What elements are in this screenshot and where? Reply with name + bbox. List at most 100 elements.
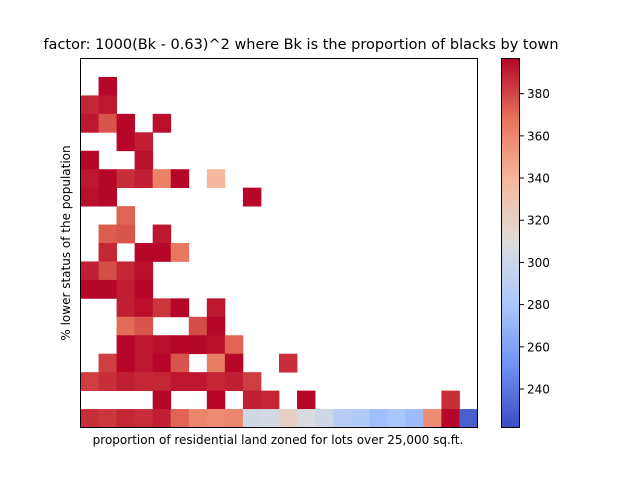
heatmap-cell [134,316,154,336]
heatmap-cell [134,298,154,318]
heatmap-cell [80,150,99,170]
heatmap-cell [170,409,190,428]
heatmap-cell [152,372,172,391]
heatmap-cell [134,409,154,428]
colorbar-tick-label: 240 [527,383,550,397]
heatmap-cell [80,187,99,207]
colorbar-gradient [501,58,520,427]
heatmap-cell [206,409,226,428]
heatmap-cell [152,113,172,133]
heatmap-cell [152,390,172,410]
heatmap-cell [98,261,117,281]
heatmap-cell [98,76,117,96]
heatmap-cell [134,372,154,391]
heatmap-cell [116,353,136,373]
heatmap-cell [80,95,99,115]
heatmap-cell [116,132,136,152]
heatmap-cell [188,316,208,336]
heatmap-cell [441,390,460,410]
heatmap-cell [206,169,226,189]
heatmap-cell [116,224,136,244]
plot-frame [80,58,478,428]
heatmap-cell [206,390,226,410]
heatmap-cell [206,298,226,318]
heatmap-cell [152,335,172,355]
heatmap-cell [98,113,117,133]
heatmap-cell [152,224,172,244]
heatmap-cell [152,243,172,262]
heatmap-cell [351,409,370,428]
heatmap-cell [224,353,244,373]
heatmap-cell [224,409,244,428]
heatmap-cell [98,353,117,373]
colorbar-tick-label: 320 [527,214,550,228]
heatmap-cell [116,206,136,225]
heatmap-cell [242,187,262,207]
heatmap-cell [152,169,172,189]
heatmap-cell [98,409,117,428]
colorbar-tick-label: 280 [527,298,550,312]
heatmap-cell [459,409,478,428]
y-axis-label: % lower status of the population [59,145,73,340]
heatmap-cell [116,372,136,391]
heatmap-cell [297,390,316,410]
heatmap-cell [98,224,117,244]
colorbar-ticks: 240 260 280 300 320 340 360 380 [520,87,550,397]
heatmap-cell [170,169,190,189]
heatmap-cell [134,150,154,170]
heatmap-cell [116,298,136,318]
heatmap-cell [260,409,280,428]
heatmap-cell [170,335,190,355]
heatmap-cell [170,298,190,318]
heatmap-cell [224,335,244,355]
heatmap-cell [170,372,190,391]
heatmap-cell [98,187,117,207]
heatmap-cell [152,409,172,428]
heatmap-cell [315,409,334,428]
heatmap-cell [242,409,262,428]
heatmap-cell [206,353,226,373]
heatmap-cell [116,409,136,428]
heatmap-cell [116,335,136,355]
chart-title: factor: 1000(Bk - 0.63)^2 where Bk is th… [43,37,558,53]
heatmap-cell [134,353,154,373]
heatmap-cell [80,113,99,133]
heatmap-cell [134,243,154,262]
heatmap-cell [134,279,154,299]
heatmap-cell [188,372,208,391]
heatmap-cell [369,409,388,428]
heatmap-cell [116,316,136,336]
heatmap-cell [224,372,244,391]
heatmap-cell [260,390,280,410]
heatmap-cell [242,390,262,410]
heatmap-cell [242,372,262,391]
heatmap-cell [279,409,298,428]
heatmap-cell [206,316,226,336]
colorbar: 240 260 280 300 320 340 360 380 [501,58,550,428]
heatmap-cell [116,169,136,189]
heatmap-cell [333,409,352,428]
heatmap-cell [98,95,117,115]
heatmap-cell [116,113,136,133]
heatmap-cell [170,243,190,262]
heatmap-cell [134,132,154,152]
heatmap-cell [80,372,99,391]
heatmap-cell [152,298,172,318]
heatmap-cell [152,353,172,373]
colorbar-tick-label: 260 [527,340,550,354]
heatmap-cell [405,409,424,428]
heatmap-cells [80,76,478,428]
heatmap-cell [134,169,154,189]
colorbar-tick-label: 380 [527,87,550,101]
heatmap-cell [170,353,190,373]
heatmap-cell [98,243,117,262]
heatmap-cell [98,372,117,391]
heatmap-cell [98,169,117,189]
heatmap-cell [80,409,99,428]
heatmap-cell [206,372,226,391]
colorbar-tick-label: 340 [527,172,550,186]
heatmap-cell [80,169,99,189]
heatmap-cell [188,409,208,428]
